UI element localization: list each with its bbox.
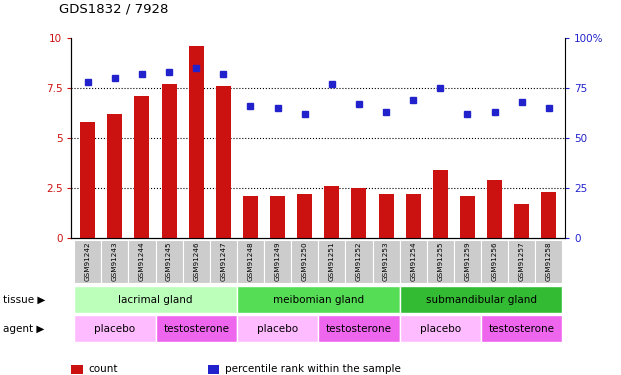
Bar xyxy=(345,240,373,283)
Bar xyxy=(155,240,183,283)
Text: placebo: placebo xyxy=(257,324,298,333)
Text: GSM91243: GSM91243 xyxy=(112,242,118,281)
Text: tissue ▶: tissue ▶ xyxy=(3,295,45,304)
Bar xyxy=(514,204,529,238)
Bar xyxy=(427,240,454,283)
Bar xyxy=(107,114,122,238)
Bar xyxy=(237,240,264,283)
Text: GSM91253: GSM91253 xyxy=(383,242,389,281)
Text: GSM91258: GSM91258 xyxy=(546,242,552,281)
Bar xyxy=(542,192,556,238)
Text: GSM91246: GSM91246 xyxy=(193,242,199,281)
Bar xyxy=(270,196,285,238)
Bar xyxy=(210,240,237,283)
Bar xyxy=(237,286,400,313)
Text: GSM91257: GSM91257 xyxy=(519,242,525,281)
Bar xyxy=(400,315,481,342)
Bar xyxy=(460,196,475,238)
Bar xyxy=(101,240,129,283)
Bar xyxy=(406,194,420,238)
Bar xyxy=(243,196,258,238)
Text: placebo: placebo xyxy=(94,324,135,333)
Text: GSM91244: GSM91244 xyxy=(139,242,145,281)
Bar xyxy=(155,315,237,342)
Text: testosterone: testosterone xyxy=(326,324,392,333)
Text: lacrimal gland: lacrimal gland xyxy=(118,295,193,304)
Bar xyxy=(351,188,366,238)
Bar xyxy=(264,240,291,283)
Text: GSM91249: GSM91249 xyxy=(274,242,281,281)
Text: percentile rank within the sample: percentile rank within the sample xyxy=(225,364,401,374)
Bar xyxy=(454,240,481,283)
Bar xyxy=(74,286,237,313)
Text: submandibular gland: submandibular gland xyxy=(425,295,537,304)
Bar xyxy=(291,240,318,283)
Text: GSM91256: GSM91256 xyxy=(492,242,497,281)
Text: testosterone: testosterone xyxy=(489,324,555,333)
Text: GSM91251: GSM91251 xyxy=(329,242,335,281)
Text: GSM91254: GSM91254 xyxy=(410,242,416,281)
Bar xyxy=(318,315,400,342)
Text: GSM91245: GSM91245 xyxy=(166,242,172,281)
Bar xyxy=(373,240,400,283)
Bar xyxy=(74,240,101,283)
Text: meibomian gland: meibomian gland xyxy=(273,295,364,304)
Bar xyxy=(129,240,155,283)
Bar xyxy=(237,315,318,342)
Text: count: count xyxy=(89,364,119,374)
Bar xyxy=(135,96,150,238)
Text: testosterone: testosterone xyxy=(163,324,229,333)
Text: GSM91255: GSM91255 xyxy=(437,242,443,281)
Bar xyxy=(481,315,563,342)
Bar xyxy=(216,86,231,238)
Bar xyxy=(379,194,394,238)
Bar xyxy=(318,240,345,283)
Bar xyxy=(487,180,502,238)
Bar xyxy=(535,240,563,283)
Bar xyxy=(324,186,339,238)
Bar xyxy=(74,315,155,342)
Bar xyxy=(183,240,210,283)
Text: GSM91242: GSM91242 xyxy=(84,242,91,281)
Bar xyxy=(481,240,508,283)
Bar xyxy=(189,45,204,238)
Text: GSM91248: GSM91248 xyxy=(247,242,253,281)
Text: placebo: placebo xyxy=(420,324,461,333)
Text: GSM91259: GSM91259 xyxy=(465,242,471,281)
Text: agent ▶: agent ▶ xyxy=(3,324,45,333)
Text: GDS1832 / 7928: GDS1832 / 7928 xyxy=(59,2,168,15)
Bar xyxy=(433,170,448,238)
Bar xyxy=(400,240,427,283)
Bar xyxy=(80,122,95,238)
Text: GSM91250: GSM91250 xyxy=(302,242,307,281)
Bar xyxy=(161,84,176,238)
Bar xyxy=(297,194,312,238)
Bar xyxy=(508,240,535,283)
Text: GSM91247: GSM91247 xyxy=(220,242,226,281)
Bar xyxy=(400,286,563,313)
Text: GSM91252: GSM91252 xyxy=(356,242,362,281)
